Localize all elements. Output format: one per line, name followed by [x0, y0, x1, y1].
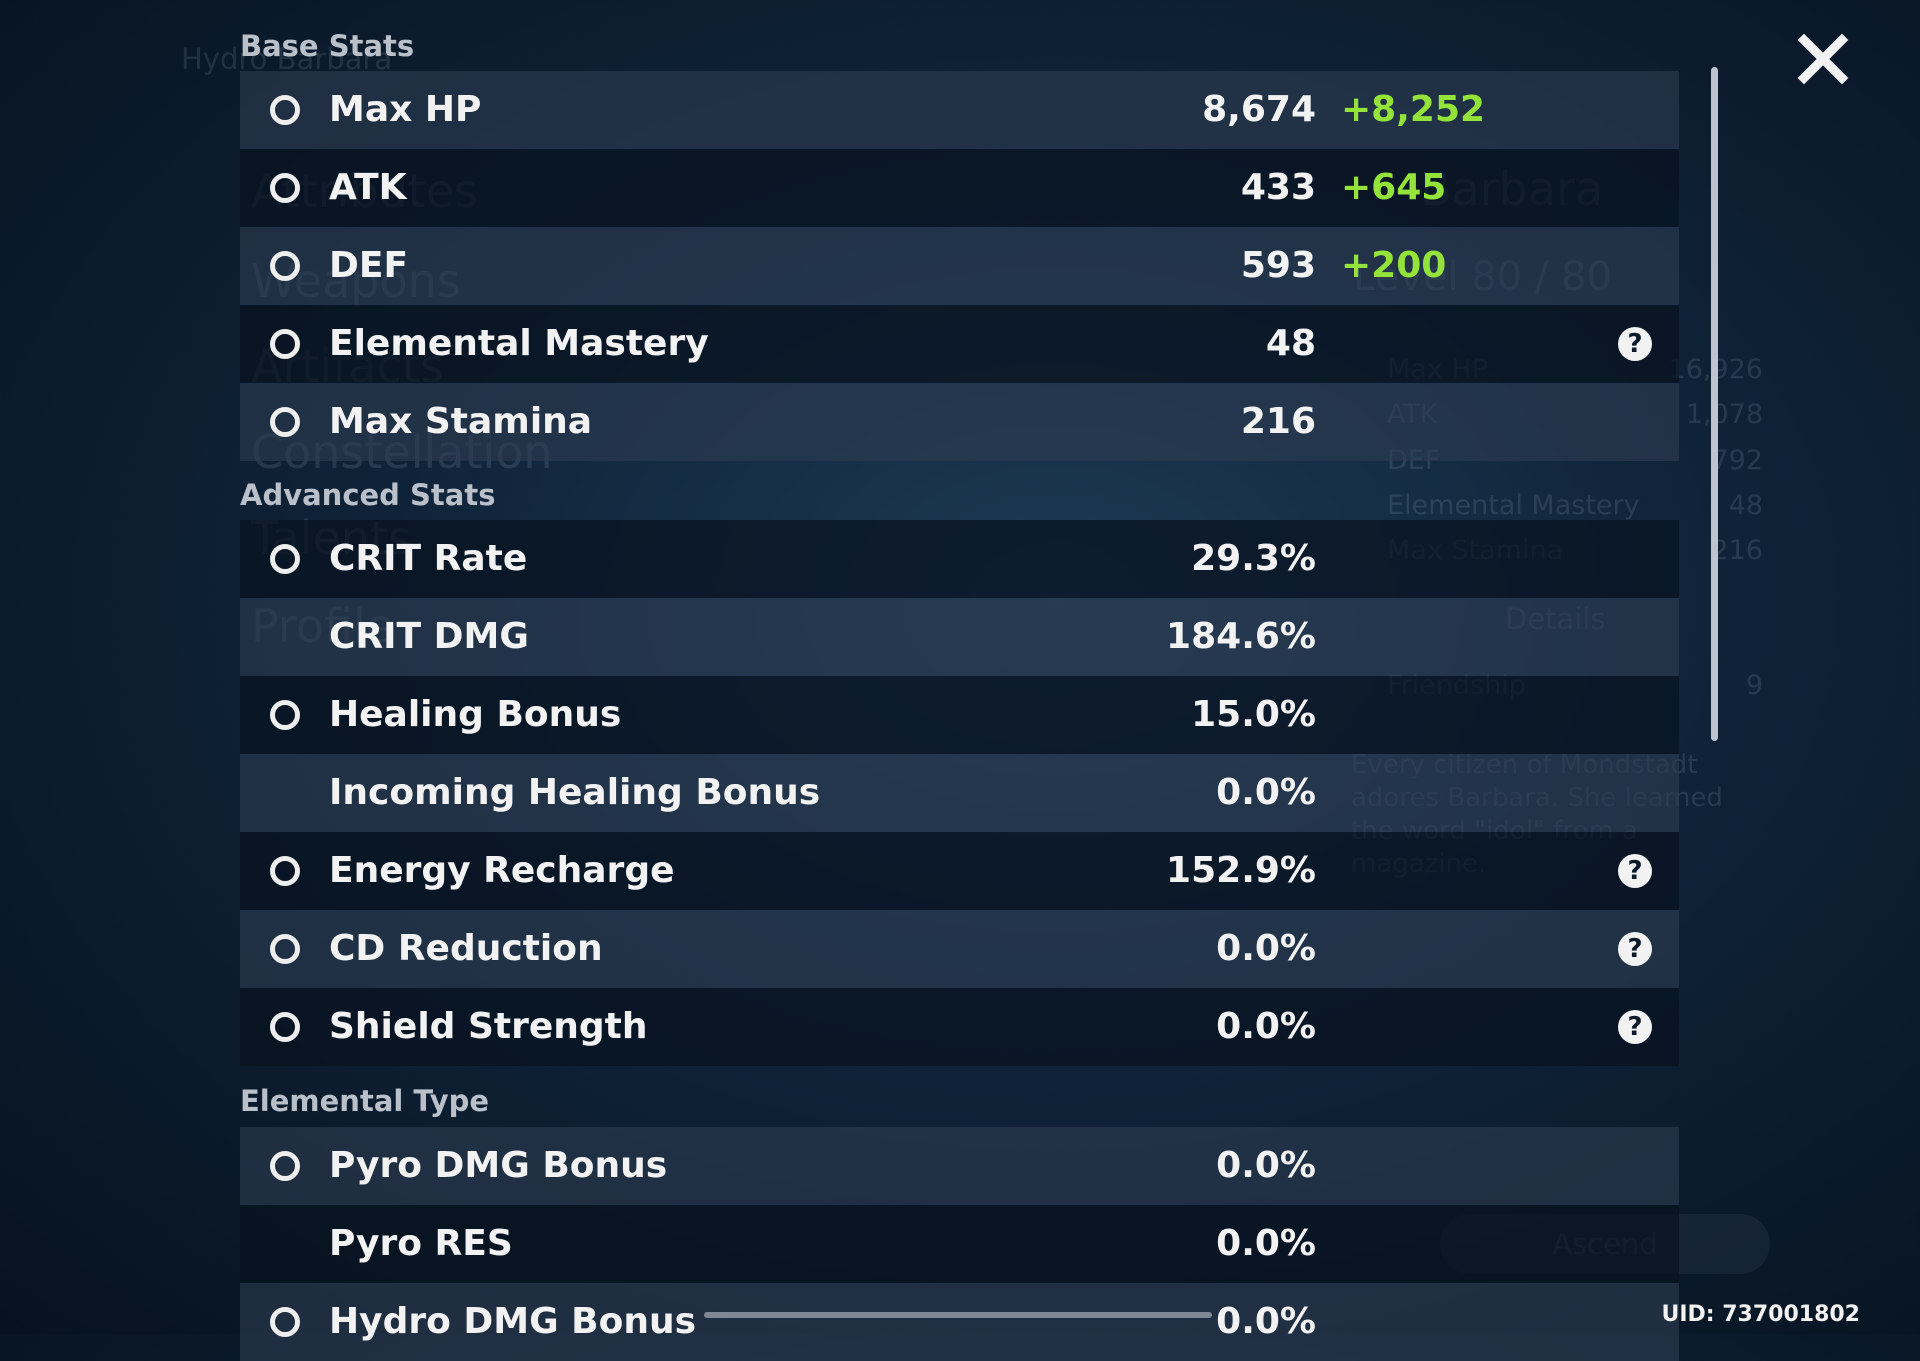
- stat-icon: [270, 251, 300, 281]
- stat-value: 0.0%: [1216, 772, 1316, 813]
- stat-value: 216: [1240, 401, 1316, 442]
- stat-label: ATK: [329, 167, 407, 208]
- scrollbar[interactable]: [1711, 67, 1718, 741]
- help-button[interactable]: ?: [1618, 1010, 1652, 1044]
- h-scrollbar[interactable]: [704, 1312, 1212, 1318]
- stat-row: CRIT Rate 29.3%: [240, 520, 1679, 598]
- stat-label: Pyro DMG Bonus: [329, 1145, 668, 1186]
- friendship-level: 9: [1745, 670, 1763, 701]
- stat-label: Energy Recharge: [329, 850, 675, 891]
- stat-label: Max Stamina: [329, 401, 593, 442]
- stat-icon: [270, 173, 300, 203]
- stat-value: 152.9%: [1166, 850, 1316, 891]
- bg-stat-value: 1,078: [1685, 399, 1763, 430]
- stat-row: Hydro DMG Bonus 0.0%: [240, 1283, 1679, 1361]
- stat-row: Energy Recharge 152.9%?: [240, 832, 1679, 910]
- bg-stat-value: 792: [1711, 445, 1763, 476]
- stat-row: Incoming Healing Bonus 0.0%: [240, 754, 1679, 832]
- stat-value: 29.3%: [1191, 538, 1316, 579]
- stat-label: CRIT Rate: [329, 538, 528, 579]
- stat-icon: [270, 1012, 300, 1042]
- stat-label: Hydro DMG Bonus: [329, 1301, 697, 1342]
- stat-value: 0.0%: [1216, 1223, 1316, 1264]
- stat-value: 0.0%: [1216, 1301, 1316, 1342]
- stat-icon: [270, 700, 300, 730]
- stat-bonus: +200: [1341, 245, 1447, 286]
- stat-label: DEF: [329, 245, 409, 286]
- stat-value: 8,674: [1202, 89, 1316, 130]
- stat-icon: [270, 1151, 300, 1181]
- help-button[interactable]: ?: [1618, 327, 1652, 361]
- section-title: Base Stats: [240, 29, 415, 63]
- stat-label: Incoming Healing Bonus: [329, 772, 821, 813]
- stat-label: Healing Bonus: [329, 694, 622, 735]
- stat-icon: [270, 856, 300, 886]
- stat-row: Pyro RES 0.0%: [240, 1205, 1679, 1283]
- uid: UID: 737001802: [1661, 1302, 1860, 1327]
- stat-icon: [270, 95, 300, 125]
- stat-icon: [270, 407, 300, 437]
- help-button[interactable]: ?: [1618, 854, 1652, 888]
- section-title: Advanced Stats: [240, 478, 496, 512]
- element-title: Hydro Barbara: [181, 42, 393, 76]
- stat-value: 184.6%: [1166, 616, 1316, 657]
- stat-value: 48: [1265, 323, 1316, 364]
- section-title: Elemental Type: [240, 1084, 490, 1118]
- stat-value: 0.0%: [1216, 928, 1316, 969]
- close-button[interactable]: [1796, 32, 1850, 86]
- stat-bonus: +645: [1341, 167, 1447, 208]
- stat-label: Shield Strength: [329, 1006, 648, 1047]
- stat-icon: [270, 1307, 300, 1337]
- bg-stat-value: 48: [1728, 490, 1763, 521]
- stat-label: Elemental Mastery: [329, 323, 709, 364]
- bg-stat-value: 216: [1711, 535, 1763, 566]
- stat-value: 0.0%: [1216, 1006, 1316, 1047]
- stat-value: 0.0%: [1216, 1145, 1316, 1186]
- stat-row: Elemental Mastery 48?: [240, 305, 1679, 383]
- stat-row: Healing Bonus 15.0%: [240, 676, 1679, 754]
- stat-icon: [270, 329, 300, 359]
- stat-icon: [270, 544, 300, 574]
- stat-row: Pyro DMG Bonus 0.0%: [240, 1127, 1679, 1205]
- stat-row: Max HP 8,674 +8,252: [240, 71, 1679, 149]
- stat-row: Max Stamina 216: [240, 383, 1679, 461]
- stat-value: 15.0%: [1191, 694, 1316, 735]
- stat-label: Max HP: [329, 89, 482, 130]
- stat-value: 593: [1240, 245, 1316, 286]
- stat-label: CRIT DMG: [329, 616, 529, 657]
- stat-value: 433: [1240, 167, 1316, 208]
- stat-row: CD Reduction 0.0%?: [240, 910, 1679, 988]
- stat-bonus: +8,252: [1341, 89, 1486, 130]
- help-button[interactable]: ?: [1618, 932, 1652, 966]
- stat-row: DEF 593 +200: [240, 227, 1679, 305]
- stat-label: Pyro RES: [329, 1223, 513, 1264]
- stat-icon: [270, 934, 300, 964]
- bg-stat-label: Elemental Mastery: [1387, 490, 1640, 521]
- stat-row: CRIT DMG 184.6%: [240, 598, 1679, 676]
- stat-label: CD Reduction: [329, 928, 603, 969]
- stat-row: ATK 433 +645: [240, 149, 1679, 227]
- stat-row: Shield Strength 0.0%?: [240, 988, 1679, 1066]
